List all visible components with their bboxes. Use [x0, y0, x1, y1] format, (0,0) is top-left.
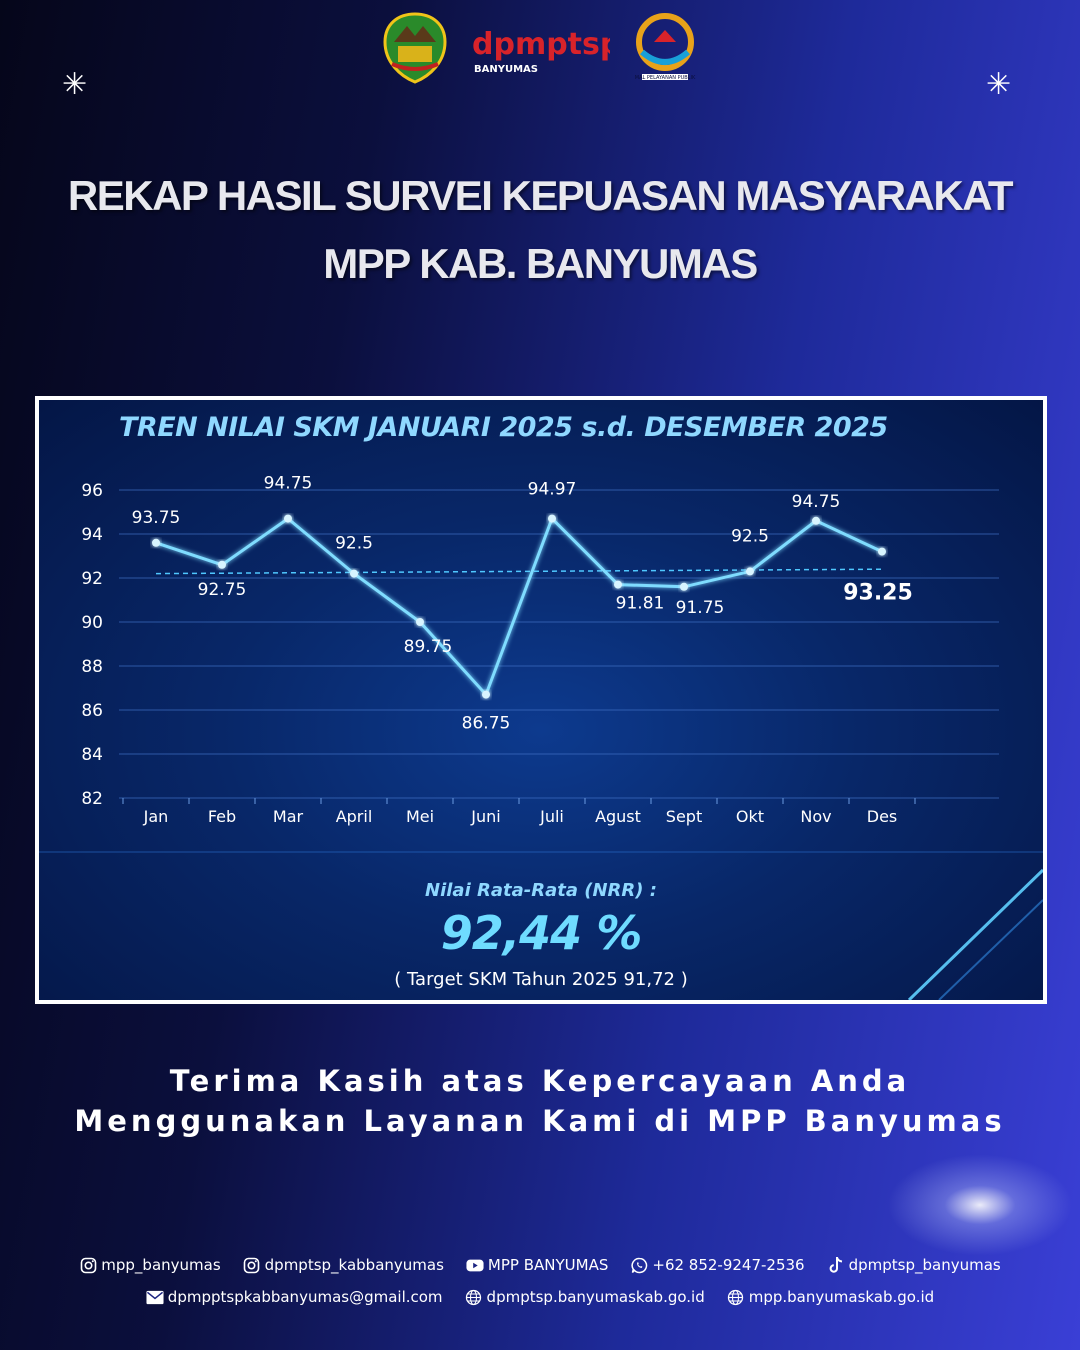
sparkle-glow-decoration [880, 1150, 1080, 1260]
data-point [548, 514, 556, 523]
data-label: 93.25 [843, 581, 913, 606]
data-point [614, 580, 622, 589]
x-tick-label: Jan [143, 807, 169, 826]
contact-youtube[interactable]: MPP BANYUMAS [466, 1256, 608, 1274]
series-line [155, 515, 883, 698]
data-point [218, 560, 226, 569]
y-tick-label: 88 [81, 657, 103, 677]
line-chart: 96 94 92 90 88 86 84 82 Jan Feb Mar April Mei Juni Ju… [81, 474, 999, 826]
dpmptsp-logo: dpmptsp BANYUMAS [470, 18, 610, 78]
data-label: 93.75 [132, 508, 181, 528]
contact-whatsapp[interactable]: +62 852-9247-2536 [630, 1256, 805, 1274]
contact-instagram-dpmptsp[interactable]: dpmptsp_kabbanyumas [243, 1256, 444, 1274]
data-point [416, 618, 424, 626]
data-label: 91.81 [616, 594, 665, 614]
youtube-icon [466, 1256, 484, 1274]
contact-email-text: dpmpptspkabbanyumas@gmail.com [167, 1288, 443, 1306]
data-label: 92.5 [731, 526, 769, 546]
data-point [746, 567, 754, 576]
data-point [680, 582, 688, 591]
x-tick-label: Mar [273, 807, 304, 826]
y-tick-label: 86 [81, 701, 103, 721]
y-tick-label: 92 [81, 569, 103, 589]
dpmptsp-logo-text: dpmptsp [472, 27, 610, 62]
x-tick-label: Mei [406, 807, 434, 826]
x-tick-label: Okt [736, 807, 764, 826]
contact-instagram[interactable]: mpp_banyumas [79, 1256, 221, 1274]
sparkle-right-icon: ✳ [986, 67, 1012, 102]
x-tick-label: Feb [208, 807, 236, 826]
instagram-icon [243, 1256, 261, 1274]
page-title-line2: MPP KAB. BANYUMAS [323, 240, 758, 287]
banyumas-crest-logo [382, 12, 448, 84]
chart-panel: TREN NILAI SKM JANUARI 2025 s.d. DESEMBE… [35, 396, 1047, 1004]
data-point [284, 514, 292, 523]
y-tick-label: 96 [81, 481, 103, 501]
page-title-line1: REKAP HASIL SURVEI KEPUASAN MASYARAKAT [67, 172, 1014, 219]
nrr-value: 92,44 % [440, 906, 643, 960]
contact-website-mpp[interactable]: mpp.banyumaskab.go.id [727, 1288, 934, 1306]
data-point [878, 547, 886, 556]
globe-icon [465, 1288, 483, 1306]
nrr-target: ( Target SKM Tahun 2025 91,72 ) [394, 969, 688, 990]
data-label: 89.75 [404, 637, 453, 657]
contact-website-dpmptsp-text: dpmptsp.banyumaskab.go.id [486, 1288, 705, 1306]
x-tick-label: Juni [470, 807, 500, 826]
dpmptsp-logo-subtext: BANYUMAS [474, 64, 538, 75]
x-tick-label: April [336, 807, 373, 826]
sparkle-left-icon: ✳ [62, 67, 88, 102]
contacts-row2: dpmpptspkabbanyumas@gmail.com dpmptsp.ba… [0, 1288, 1080, 1306]
contact-youtube-text: MPP BANYUMAS [487, 1256, 609, 1274]
nrr-label: Nilai Rata-Rata (NRR) : [425, 880, 657, 901]
data-label: 94.75 [792, 492, 841, 512]
y-tick-label: 82 [81, 789, 103, 809]
contact-instagram-text: mpp_banyumas [101, 1256, 221, 1274]
mail-icon [146, 1288, 164, 1306]
mpp-logo-subtext: MAL PELAYANAN PUBLIK [635, 75, 696, 81]
y-tick-label: 84 [81, 745, 103, 765]
contact-website-dpmptsp[interactable]: dpmptsp.banyumaskab.go.id [465, 1288, 705, 1306]
data-label: 92.75 [198, 580, 247, 600]
data-point [812, 516, 820, 525]
x-tick-label: Agust [595, 807, 641, 826]
contacts-row1: mpp_banyumas dpmptsp_kabbanyumas MPP BAN… [0, 1256, 1080, 1274]
whatsapp-icon [630, 1256, 648, 1274]
y-tick-label: 90 [81, 613, 103, 633]
logo-bar: dpmptsp BANYUMAS MAL PELAYANAN PUBLIK [0, 12, 1080, 84]
tiktok-icon [827, 1256, 845, 1274]
data-point [152, 538, 160, 547]
x-tick-label: Nov [800, 807, 831, 826]
x-tick-label: Juli [539, 807, 564, 826]
mpp-logo: MAL PELAYANAN PUBLIK [632, 12, 698, 84]
x-tick-label: Des [867, 807, 898, 826]
data-label: 86.75 [462, 714, 511, 734]
data-label: 92.5 [335, 534, 373, 554]
data-label: 94.97 [528, 480, 577, 500]
contact-tiktok[interactable]: dpmptsp_banyumas [827, 1256, 1001, 1274]
x-tick-label: Sept [666, 807, 702, 826]
data-point [482, 690, 490, 699]
contact-website-mpp-text: mpp.banyumaskab.go.id [748, 1288, 935, 1306]
contact-tiktok-text: dpmptsp_banyumas [848, 1256, 1001, 1274]
data-label: 94.75 [264, 474, 313, 494]
y-tick-label: 94 [81, 525, 103, 545]
average-line [155, 568, 883, 575]
globe-icon [727, 1288, 745, 1306]
contact-whatsapp-text: +62 852-9247-2536 [652, 1256, 805, 1274]
instagram-icon [79, 1256, 97, 1274]
data-point [350, 569, 358, 578]
contact-instagram-dpmptsp-text: dpmptsp_kabbanyumas [264, 1256, 444, 1274]
data-label: 91.75 [676, 598, 725, 618]
thanks-line1: Terima Kasih atas Kepercayaan Anda [169, 1064, 911, 1098]
chart-title: TREN NILAI SKM JANUARI 2025 s.d. DESEMBE… [119, 412, 888, 443]
thanks-line2: Menggunakan Layanan Kami di MPP Banyumas [74, 1104, 1006, 1138]
contact-email[interactable]: dpmpptspkabbanyumas@gmail.com [146, 1288, 443, 1306]
